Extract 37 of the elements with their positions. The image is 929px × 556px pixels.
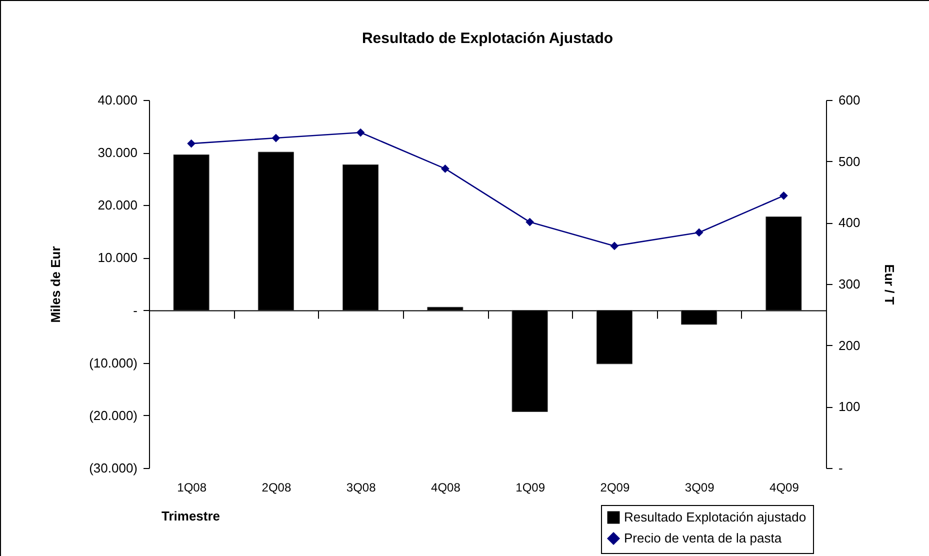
y2-tick-label: 600 [838, 92, 860, 108]
point [441, 164, 450, 173]
chart-title: Resultado de Explotación Ajustado [362, 30, 614, 47]
point [187, 139, 196, 148]
legend-label: Resultado Explotación ajustado [624, 510, 806, 524]
y2-tick-label: 300 [838, 276, 860, 292]
y-tick-label: (30.000) [89, 460, 138, 476]
point [356, 128, 365, 137]
x-tick-label: 4Q08 [431, 480, 461, 494]
point [610, 242, 619, 250]
x-tick-label: 2Q09 [600, 480, 630, 494]
point [526, 218, 534, 226]
y-axis-title: Miles de Eur [48, 246, 64, 323]
x-axis-title: Trimestre [162, 508, 220, 524]
y-tick-label: 30.000 [98, 145, 138, 160]
point [780, 191, 788, 200]
x-tick-label: 3Q08 [346, 480, 376, 494]
point [694, 228, 704, 237]
y2-tick-label: 500 [838, 154, 860, 169]
x-tick-label: 2Q08 [262, 480, 292, 494]
y-tick-label: 40.000 [98, 92, 138, 108]
y-tick-label: (20.000) [89, 408, 138, 423]
y2-tick-label: 400 [838, 215, 860, 230]
point [272, 134, 280, 142]
y2-tick-label: 100 [838, 399, 860, 414]
x-tick-label: 4Q09 [770, 480, 800, 494]
x-tick-label: 1Q09 [516, 480, 546, 494]
y2-axis-title: Eur / T [882, 264, 898, 305]
y-tick-label: (10.000) [89, 355, 138, 370]
y-tick-label: 20.000 [98, 198, 138, 213]
y-tick-label: 10.000 [98, 250, 138, 266]
y-tick-label: - [133, 302, 138, 318]
x-tick-label: 3Q09 [684, 480, 715, 494]
legend-label: Precio de venta de la pasta [624, 530, 782, 546]
x-tick-label: 1Q08 [177, 480, 207, 494]
y2-tick-label: 200 [838, 338, 860, 353]
y2-tick-label: - [838, 460, 843, 476]
